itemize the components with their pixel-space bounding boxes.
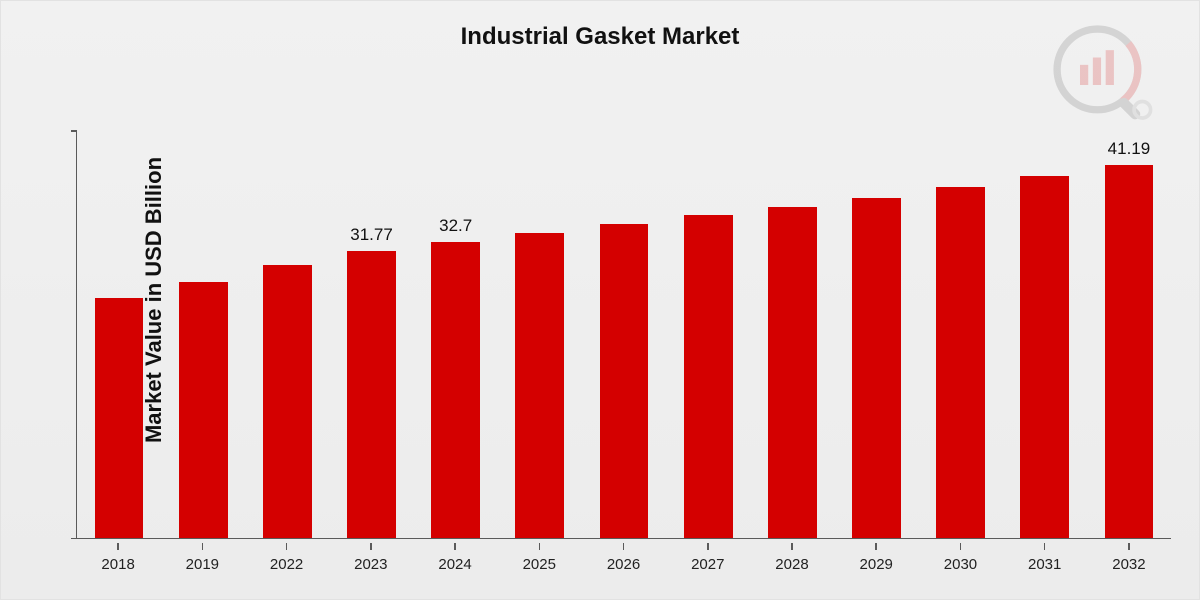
x-tick-label: 2022 bbox=[270, 556, 303, 573]
x-tick-label: 2031 bbox=[1028, 556, 1061, 573]
bar bbox=[936, 187, 985, 538]
x-tick-mark bbox=[202, 543, 204, 550]
bars-container: 31.77 32.7 41.19 bbox=[77, 131, 1171, 538]
x-tick-label: 2026 bbox=[607, 556, 640, 573]
x-tick-mark bbox=[960, 543, 962, 550]
bar bbox=[263, 265, 312, 538]
bar bbox=[179, 282, 228, 538]
x-tick-mark bbox=[791, 543, 793, 550]
bar-slot: 32.7 bbox=[414, 131, 498, 538]
bar-slot bbox=[498, 131, 582, 538]
bar-slot bbox=[1003, 131, 1087, 538]
x-tick-mark bbox=[1044, 543, 1046, 550]
x-tick-mark bbox=[454, 543, 456, 550]
bar-slot bbox=[750, 131, 834, 538]
bar: 41.19 bbox=[1105, 165, 1154, 538]
x-tick-mark bbox=[370, 543, 372, 550]
x-tick: 2023 bbox=[329, 543, 413, 573]
bar-slot: 41.19 bbox=[1087, 131, 1171, 538]
bar-slot bbox=[77, 131, 161, 538]
bar bbox=[515, 233, 564, 538]
x-tick: 2022 bbox=[244, 543, 328, 573]
x-tick: 2026 bbox=[581, 543, 665, 573]
chart-page: Industrial Gasket Market Market Value in… bbox=[0, 0, 1200, 600]
bar-slot bbox=[245, 131, 329, 538]
bar bbox=[852, 198, 901, 538]
x-tick: 2029 bbox=[834, 543, 918, 573]
bar-value-label: 32.7 bbox=[439, 216, 472, 236]
x-tick: 2025 bbox=[497, 543, 581, 573]
x-tick-mark bbox=[707, 543, 709, 550]
x-tick-mark bbox=[117, 543, 119, 550]
x-tick-label: 2024 bbox=[438, 556, 471, 573]
x-tick-mark bbox=[1128, 543, 1130, 550]
bar bbox=[1020, 176, 1069, 538]
bar bbox=[684, 215, 733, 538]
x-tick-mark bbox=[875, 543, 877, 550]
x-tick: 2018 bbox=[76, 543, 160, 573]
x-tick-label: 2030 bbox=[944, 556, 977, 573]
x-tick-label: 2028 bbox=[775, 556, 808, 573]
bar: 32.7 bbox=[431, 242, 480, 538]
bar-slot: 31.77 bbox=[329, 131, 413, 538]
x-tick: 2032 bbox=[1087, 543, 1171, 573]
x-tick-label: 2019 bbox=[186, 556, 219, 573]
x-tick-label: 2029 bbox=[860, 556, 893, 573]
x-tick: 2027 bbox=[666, 543, 750, 573]
x-tick: 2024 bbox=[413, 543, 497, 573]
x-tick: 2028 bbox=[750, 543, 834, 573]
x-tick-mark bbox=[623, 543, 625, 550]
chart-title: Industrial Gasket Market bbox=[1, 1, 1199, 51]
bar-slot bbox=[666, 131, 750, 538]
x-ticks-container: 2018 2019 2022 2023 2024 2025 2026 2027 2028 2029… bbox=[76, 543, 1171, 573]
bar-value-label: 31.77 bbox=[350, 225, 393, 245]
bar bbox=[600, 224, 649, 538]
bar-slot bbox=[834, 131, 918, 538]
x-tick-label: 2025 bbox=[523, 556, 556, 573]
bar: 31.77 bbox=[347, 251, 396, 538]
x-tick-mark bbox=[539, 543, 541, 550]
plot-area: 31.77 32.7 41.19 bbox=[76, 131, 1171, 539]
x-tick-label: 2032 bbox=[1112, 556, 1145, 573]
x-tick-label: 2018 bbox=[101, 556, 134, 573]
x-tick: 2019 bbox=[160, 543, 244, 573]
bar bbox=[95, 298, 144, 538]
bar-value-label: 41.19 bbox=[1108, 139, 1151, 159]
brand-logo-icon bbox=[1047, 19, 1157, 129]
bar bbox=[768, 207, 817, 538]
x-tick-label: 2023 bbox=[354, 556, 387, 573]
bar-slot bbox=[161, 131, 245, 538]
x-tick-mark bbox=[286, 543, 288, 550]
x-tick: 2031 bbox=[1003, 543, 1087, 573]
x-tick: 2030 bbox=[918, 543, 1002, 573]
bar-slot bbox=[582, 131, 666, 538]
bar-slot bbox=[919, 131, 1003, 538]
x-tick-label: 2027 bbox=[691, 556, 724, 573]
